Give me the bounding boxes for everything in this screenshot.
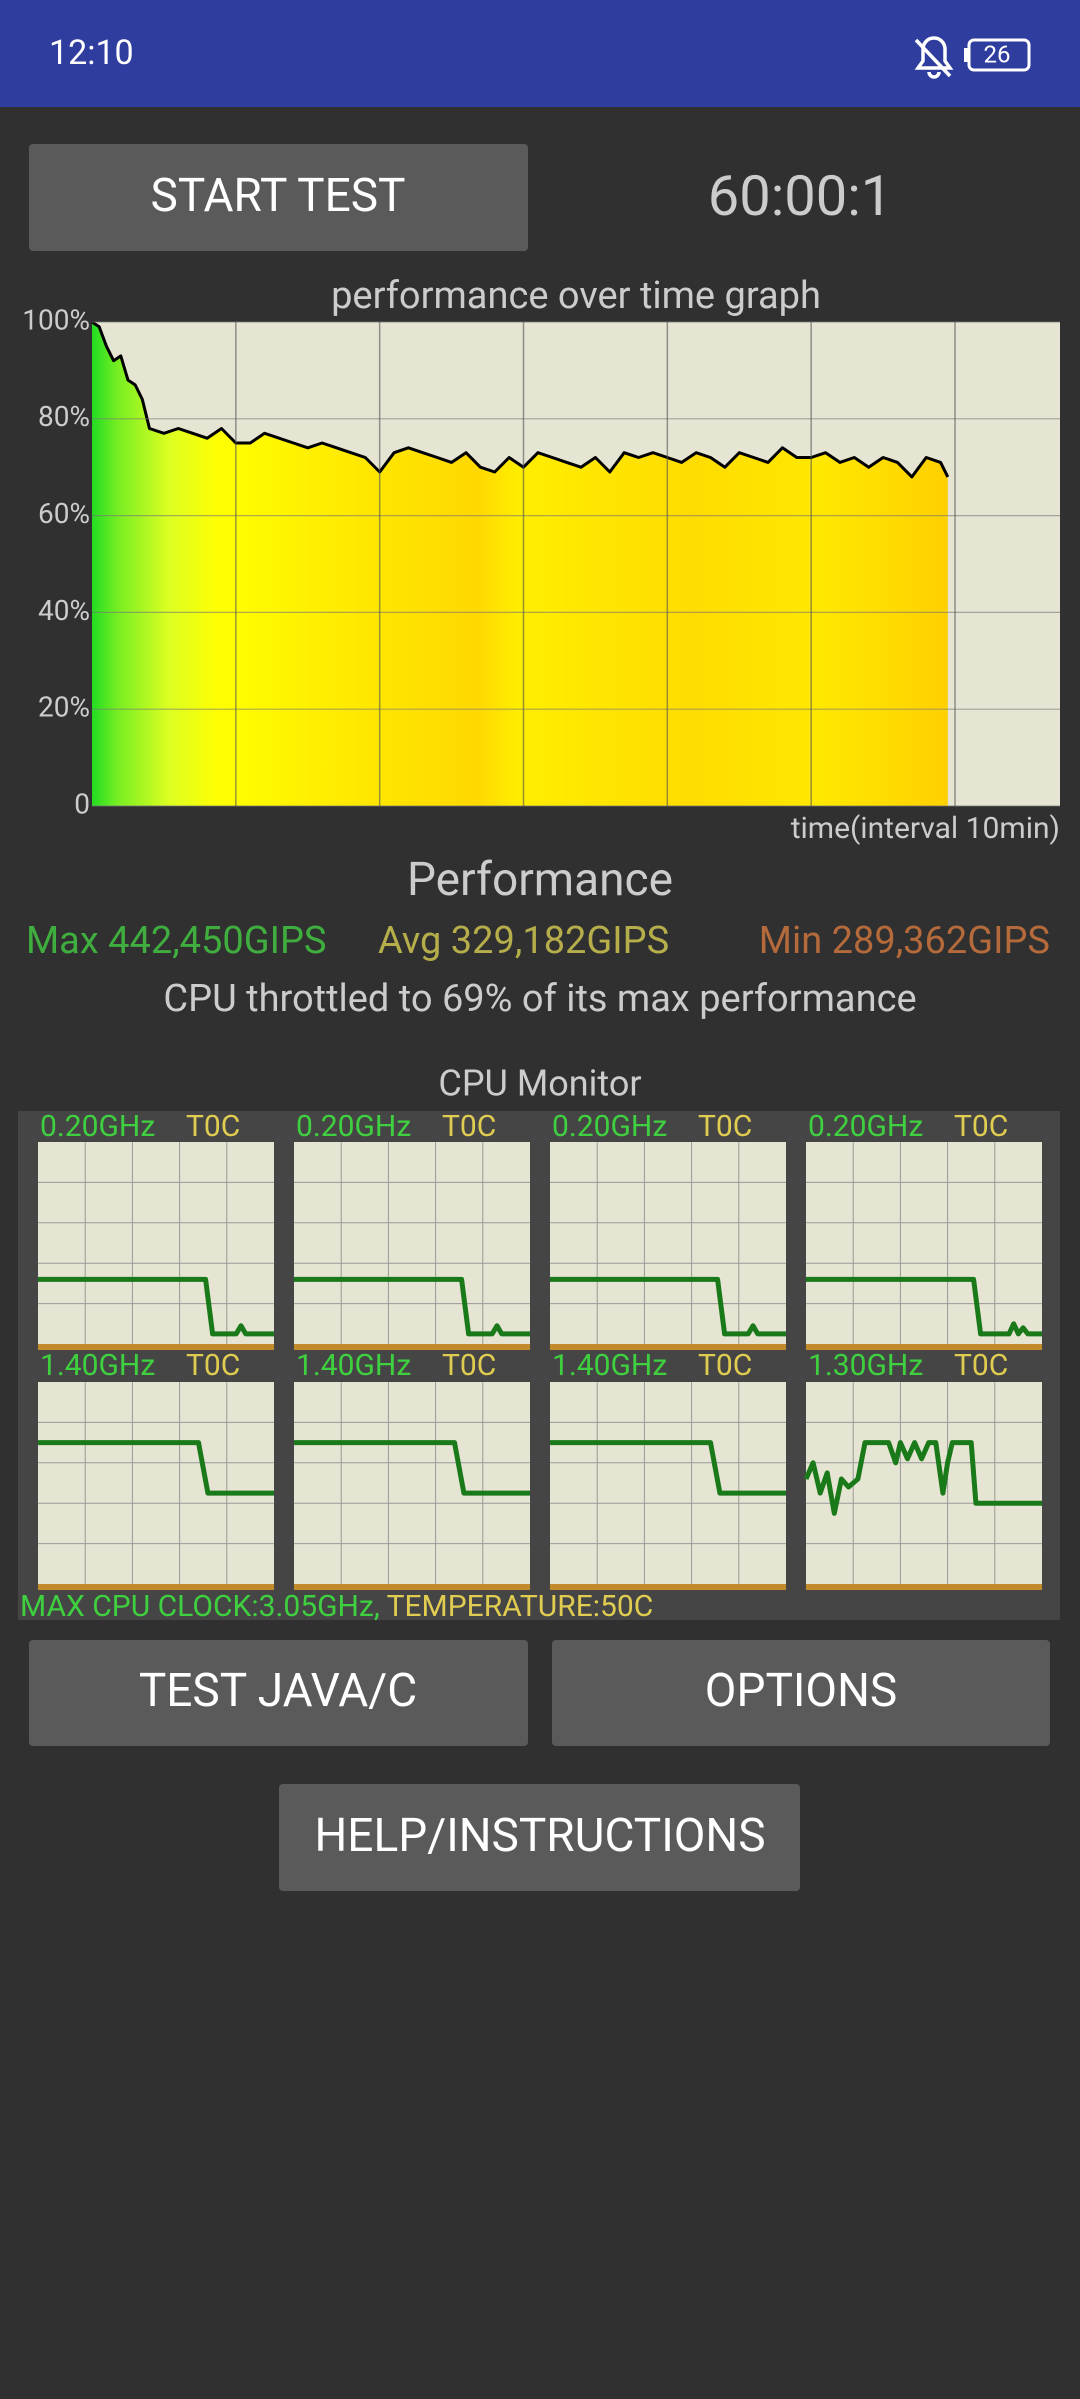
cpu-core: 1.40GHz T0C bbox=[38, 1348, 274, 1590]
core-clock: 0.20GHz bbox=[552, 1109, 667, 1144]
y-tick-label: 100% bbox=[22, 303, 90, 336]
mute-icon bbox=[914, 36, 954, 79]
start-test-label: START TEST bbox=[151, 169, 406, 223]
cpu-core: 1.30GHz T0C bbox=[803, 1348, 1042, 1590]
core-temp: T0C bbox=[186, 1348, 240, 1383]
core-trace bbox=[550, 1276, 786, 1337]
core-temp: T0C bbox=[954, 1109, 1008, 1144]
throttle-summary: CPU throttled to 69% of its max performa… bbox=[163, 977, 916, 1021]
core-graph-bg bbox=[550, 1382, 786, 1590]
performance-area bbox=[92, 322, 948, 806]
core-graph-bg bbox=[38, 1382, 274, 1590]
status-bar bbox=[0, 0, 1080, 107]
core-graph-base bbox=[550, 1344, 786, 1350]
core-temp: T0C bbox=[698, 1348, 752, 1383]
core-graph-bg bbox=[294, 1382, 530, 1590]
performance-heading: Performance bbox=[407, 853, 673, 907]
performance-line bbox=[91, 320, 950, 479]
core-graph-base bbox=[38, 1344, 274, 1350]
core-clock: 1.30GHz bbox=[808, 1348, 923, 1383]
core-trace bbox=[806, 1276, 1042, 1337]
core-graph-base bbox=[294, 1584, 530, 1590]
cpu-core: 0.20GHz T0C bbox=[806, 1109, 1042, 1350]
cpu-core: 0.20GHz T0C bbox=[38, 1109, 274, 1350]
core-temp: T0C bbox=[442, 1109, 496, 1144]
core-trace bbox=[294, 1440, 530, 1496]
start-test-button[interactable]: START TEST bbox=[29, 144, 528, 251]
cpu-core: 1.40GHz T0C bbox=[294, 1348, 530, 1590]
core-trace bbox=[803, 1440, 1042, 1516]
core-trace bbox=[550, 1440, 786, 1496]
cpu-monitor-title: CPU Monitor bbox=[438, 1063, 641, 1105]
y-tick-label: 60% bbox=[38, 497, 90, 530]
grid-layer bbox=[92, 321, 1060, 807]
y-tick-label: 0 bbox=[74, 787, 90, 820]
core-temp: T0C bbox=[954, 1348, 1008, 1383]
avg-performance: Avg 329,182GIPS bbox=[378, 919, 669, 963]
core-graph-bg bbox=[38, 1142, 274, 1350]
help-label: HELP/INSTRUCTIONS bbox=[314, 1809, 765, 1863]
cpu-core: 0.20GHz T0C bbox=[294, 1109, 530, 1350]
cpu-monitor-footer: MAX CPU CLOCK:3.05GHz, TEMPERATURE:50C bbox=[20, 1589, 653, 1624]
core-trace bbox=[38, 1276, 274, 1337]
core-clock: 0.20GHz bbox=[40, 1109, 155, 1144]
core-graph-bg bbox=[294, 1142, 530, 1350]
core-trace bbox=[294, 1276, 530, 1337]
test-java-c-button[interactable]: TEST JAVA/C bbox=[29, 1640, 528, 1746]
core-temp: T0C bbox=[698, 1109, 752, 1144]
chart-title: performance over time graph bbox=[331, 274, 821, 318]
help-button[interactable]: HELP/INSTRUCTIONS bbox=[279, 1784, 800, 1891]
plot: 0 20% 40% 60% 80% 100% bbox=[22, 303, 1060, 820]
timer: 60:00:1 bbox=[708, 163, 893, 229]
x-axis-label: time(interval 10min) bbox=[791, 811, 1060, 846]
cpu-cores: 0.20GHz T0C 0.20GHz T0C 0.20GHz T0C 0.20GHz T0C… bbox=[38, 1109, 1042, 1590]
min-performance: Min 289,362GIPS bbox=[759, 919, 1050, 963]
max-cpu-clock: MAX CPU CLOCK:3.05GHz, bbox=[20, 1589, 380, 1624]
core-clock: 1.40GHz bbox=[296, 1348, 411, 1383]
options-button[interactable]: OPTIONS bbox=[552, 1640, 1050, 1746]
core-graph-base bbox=[294, 1344, 530, 1350]
core-graph-base bbox=[550, 1584, 786, 1590]
core-graph-base bbox=[806, 1584, 1042, 1590]
core-clock: 1.40GHz bbox=[552, 1348, 667, 1383]
status-time: 12:10 bbox=[49, 33, 134, 73]
core-graph-bg bbox=[550, 1142, 786, 1350]
battery-icon bbox=[967, 38, 1031, 72]
y-tick-label: 80% bbox=[38, 400, 90, 433]
core-temp: T0C bbox=[442, 1348, 496, 1383]
max-performance: Max 442,450GIPS bbox=[26, 919, 327, 963]
core-trace bbox=[38, 1440, 274, 1496]
core-temp: T0C bbox=[186, 1109, 240, 1144]
test-java-c-label: TEST JAVA/C bbox=[139, 1664, 417, 1718]
core-graph-base bbox=[806, 1344, 1042, 1350]
y-tick-label: 20% bbox=[38, 691, 90, 724]
core-clock: 0.20GHz bbox=[296, 1109, 411, 1144]
battery-tip bbox=[964, 48, 968, 62]
core-graph-bg bbox=[806, 1142, 1042, 1350]
cpu-core: 0.20GHz T0C bbox=[550, 1109, 786, 1350]
core-graph-base bbox=[38, 1584, 274, 1590]
core-clock: 1.40GHz bbox=[40, 1348, 155, 1383]
battery-level: 26 bbox=[984, 40, 1011, 68]
temperature: TEMPERATURE:50C bbox=[387, 1589, 654, 1624]
core-clock: 0.20GHz bbox=[808, 1109, 923, 1144]
options-label: OPTIONS bbox=[705, 1664, 897, 1718]
cpu-core: 1.40GHz T0C bbox=[550, 1348, 786, 1590]
y-tick-label: 40% bbox=[38, 594, 90, 627]
